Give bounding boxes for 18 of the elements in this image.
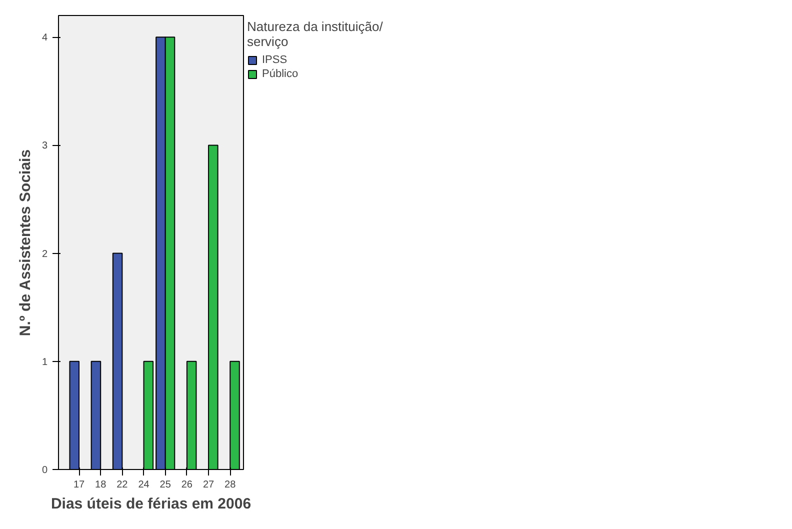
y-tick-label: 1 <box>42 356 48 368</box>
x-tick-label: 18 <box>95 480 107 490</box>
x-tick-label: 24 <box>138 480 150 490</box>
legend-label: Público <box>262 68 298 80</box>
x-tick-label: 26 <box>181 480 193 490</box>
y-axis-title: N.º de Assistentes Sociais <box>16 149 34 336</box>
legend-label: IPSS <box>262 54 288 66</box>
y-tick-label: 3 <box>42 140 48 152</box>
y-tick-label: 2 <box>42 248 48 260</box>
x-tick-label: 25 <box>160 480 172 490</box>
x-axis-title: Dias úteis de férias em 2006 <box>50 496 252 512</box>
x-tick-label: 22 <box>116 480 128 490</box>
y-tick-label: 4 <box>42 32 48 44</box>
y-tick-label: 0 <box>42 465 48 476</box>
x-tick-label: 28 <box>224 480 236 490</box>
x-tick-label: 17 <box>73 480 86 490</box>
x-tick-label: 27 <box>202 480 215 490</box>
legend-title: Natureza da instituição/ serviço <box>247 19 383 49</box>
